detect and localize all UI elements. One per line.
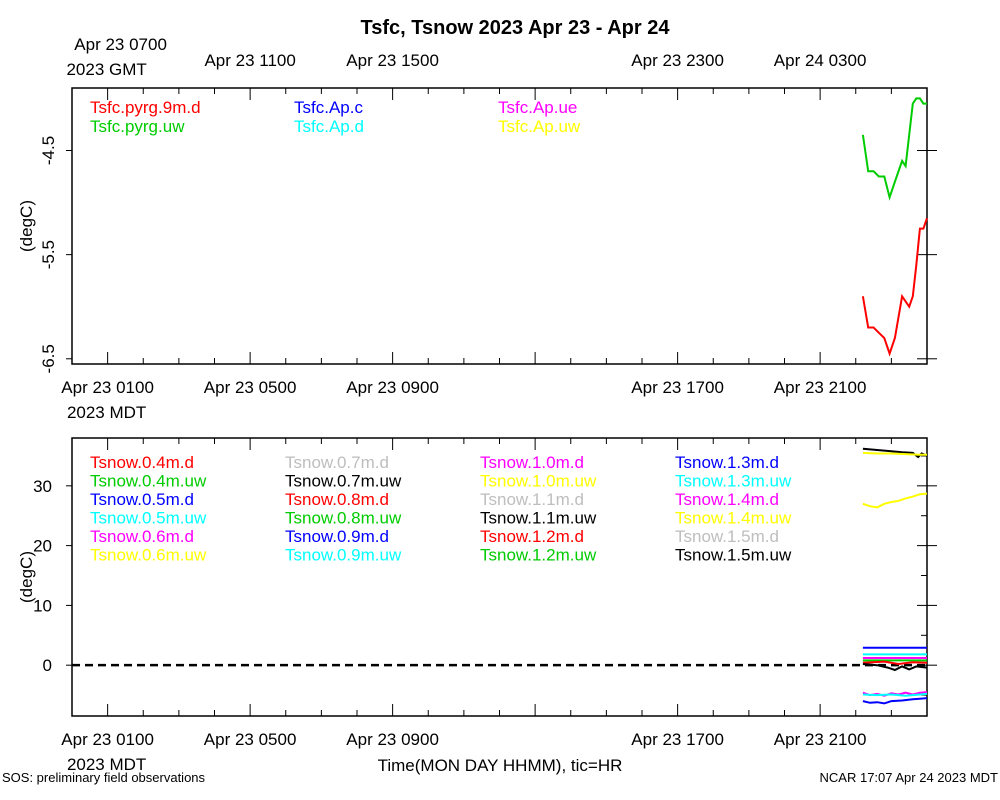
legend-entry: Tsnow.0.4m.d (90, 453, 194, 472)
x-tick-sublabel-gmt: 2023 GMT (66, 60, 146, 79)
x-tick-label: Apr 23 0100 (61, 378, 154, 397)
x-tick-label: Apr 23 0500 (204, 378, 297, 397)
legend-entry: Tsnow.0.5m.uw (90, 509, 207, 528)
legend-entry: Tsnow.1.0m.d (480, 453, 584, 472)
series-line (862, 492, 928, 509)
legend-entry: Tsnow.0.7m.d (285, 453, 389, 472)
legend-entry: Tsnow.1.2m.uw (480, 546, 597, 565)
x-tick-sublabel: 2023 MDT (67, 403, 146, 422)
legend-entry: Tsnow.1.5m.d (675, 527, 779, 546)
y-tick-label: 30 (33, 477, 52, 496)
y-axis-label: (degC) (17, 551, 36, 603)
legend-entry: Tsnow.0.9m.uw (285, 546, 402, 565)
x-tick-label: Apr 23 1700 (631, 378, 724, 397)
series-line (862, 663, 928, 672)
x-tick-label-gmt: Apr 23 2300 (631, 51, 724, 70)
legend-entry: Tsnow.1.3m.uw (675, 472, 792, 491)
legend-entry: Tsnow.1.1m.uw (480, 509, 597, 528)
footer-right-note: NCAR 17:07 Apr 24 2023 MDT (820, 770, 999, 785)
footer-left-note: SOS: preliminary field observations (2, 770, 206, 785)
legend-entry: Tsfc.pyrg.9m.d (90, 98, 201, 117)
x-tick-label-gmt: Apr 23 0700 (74, 35, 167, 54)
x-tick-label: Apr 23 2100 (774, 378, 867, 397)
series-line (862, 660, 928, 666)
bottom-panel: 0 10 20 30 (degC) Apr 23 0100 2023 MDT Apr 23 0… (17, 437, 937, 774)
legend-entry: Tsfc.Ap.ue (498, 98, 577, 117)
legend-entry: Tsnow.1.4m.uw (675, 509, 792, 528)
series-line (861, 217, 928, 357)
legend-entry: Tsnow.0.4m.uw (90, 472, 207, 491)
legend-entry: Tsnow.0.6m.d (90, 527, 194, 546)
legend-entry: Tsnow.0.7m.uw (285, 472, 402, 491)
x-tick-label-gmt: Apr 23 1500 (346, 51, 439, 70)
series-line (862, 697, 928, 705)
y-tick-label: -4.5 (39, 136, 58, 165)
x-axis-caption: Time(MON DAY HHMM), tic=HR (378, 756, 623, 775)
x-tick-label: Apr 23 2100 (774, 730, 867, 749)
y-tick-label: -6.5 (39, 344, 58, 373)
x-tick-label: Apr 23 1700 (631, 730, 724, 749)
series-line (861, 97, 927, 201)
series-line (862, 451, 927, 456)
x-tick-label-gmt: Apr 23 1100 (204, 51, 295, 70)
series-line (862, 692, 928, 697)
y-tick-label: 10 (33, 596, 52, 615)
legend-entry: Tsnow.1.1m.d (480, 490, 584, 509)
chart-title: Tsfc, Tsnow 2023 Apr 23 - Apr 24 (361, 17, 671, 39)
legend-entry: Tsfc.Ap.c (294, 98, 363, 117)
legend-entry: Tsnow.0.8m.d (285, 490, 389, 509)
legend-entry: Tsnow.0.8m.uw (285, 509, 402, 528)
legend-entry: Tsfc.Ap.d (294, 117, 364, 136)
y-tick-label: -5.5 (39, 240, 58, 269)
x-tick-label: Apr 23 0900 (346, 730, 439, 749)
top-panel: -4.5 -5.5 -6.5 (degC) Apr 23 0100 2023 MDT Apr… (17, 35, 937, 422)
legend-entry: Tsnow.1.0m.uw (480, 472, 597, 491)
legend-entry: Tsnow.0.6m.uw (90, 546, 207, 565)
legend-entry: Tsfc.Ap.uw (498, 117, 581, 136)
legend-entry: Tsfc.pyrg.uw (90, 117, 185, 136)
x-tick-label: Apr 23 0500 (204, 730, 297, 749)
legend-entry: Tsnow.1.5m.uw (675, 546, 792, 565)
legend-entry: Tsnow.1.3m.d (675, 453, 779, 472)
x-tick-label: Apr 23 0900 (346, 378, 439, 397)
x-tick-sublabel: 2023 MDT (67, 755, 146, 774)
x-tick-label: Apr 23 0100 (61, 730, 154, 749)
y-tick-label: 0 (43, 656, 52, 675)
x-tick-label-gmt: Apr 24 0300 (774, 51, 867, 70)
y-axis-label: (degC) (17, 200, 36, 252)
legend-entry: Tsnow.0.5m.d (90, 490, 194, 509)
legend-entry: Tsnow.1.2m.d (480, 527, 584, 546)
legend-entry: Tsnow.1.4m.d (675, 490, 779, 509)
y-tick-label: 20 (33, 537, 52, 556)
legend-entry: Tsnow.0.9m.d (285, 527, 389, 546)
